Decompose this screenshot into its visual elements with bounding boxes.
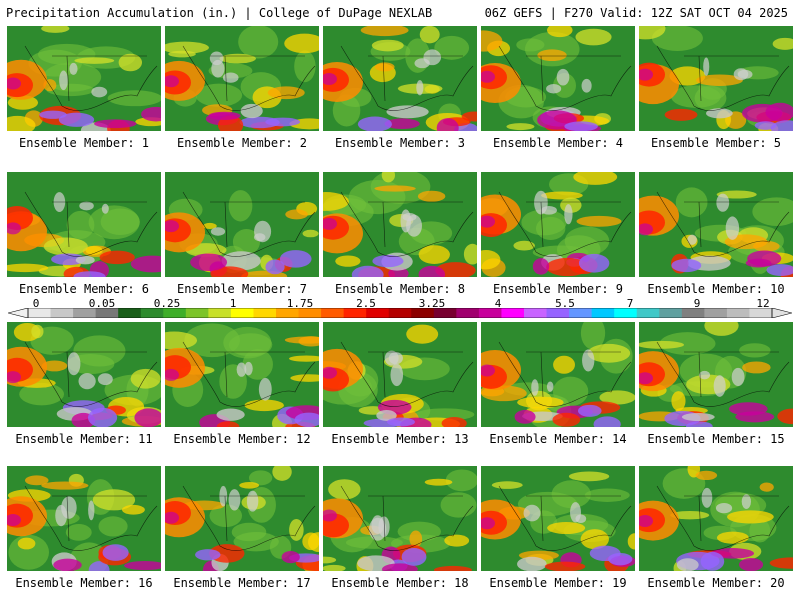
ensemble-member-map xyxy=(639,26,793,131)
model-run-info: 06Z GEFS | F270 Valid: 12Z SAT OCT 04 20… xyxy=(484,6,788,20)
colorbar-swatch xyxy=(298,308,322,318)
colorbar-swatch xyxy=(95,308,119,318)
colorbar-swatch xyxy=(388,308,412,318)
colorbar-left-arrow xyxy=(8,308,29,318)
colorbar-tick-label: 2.5 xyxy=(356,297,376,310)
colorbar-swatch xyxy=(140,308,164,318)
ensemble-member-map xyxy=(7,26,161,131)
ensemble-member-label: Ensemble Member: 11 xyxy=(15,432,153,446)
colorbar-swatch xyxy=(28,308,52,318)
colorbar-swatch xyxy=(524,308,548,318)
ensemble-member-map xyxy=(639,322,793,427)
colorbar-swatch xyxy=(230,308,254,318)
ensemble-member-label: Ensemble Member: 19 xyxy=(489,576,627,590)
ensemble-member-map xyxy=(323,322,477,427)
ensemble-member-map xyxy=(481,172,635,277)
ensemble-member-label: Ensemble Member: 1 xyxy=(18,136,150,150)
ensemble-member-map xyxy=(323,172,477,277)
ensemble-member-map xyxy=(7,322,161,427)
colorbar-tick-label: 9 xyxy=(693,297,701,310)
colorbar-tick-label: 5.5 xyxy=(555,297,575,310)
ensemble-member-label: Ensemble Member: 2 xyxy=(176,136,308,150)
ensemble-member-label: Ensemble Member: 16 xyxy=(15,576,153,590)
colorbar-swatch xyxy=(681,308,705,318)
ensemble-member-label: Ensemble Member: 12 xyxy=(173,432,311,446)
colorbar-swatch xyxy=(569,308,593,318)
ensemble-member-map xyxy=(481,466,635,571)
ensemble-member-label: Ensemble Member: 4 xyxy=(492,136,624,150)
colorbar-swatch xyxy=(321,308,345,318)
ensemble-member-map xyxy=(481,322,635,427)
colorbar-swatch xyxy=(501,308,525,318)
colorbar-tick-label: 0.05 xyxy=(88,297,116,310)
colorbar-tick-label: 0.25 xyxy=(153,297,181,310)
precipitation-colorbar xyxy=(8,308,792,318)
colorbar-swatch xyxy=(185,308,209,318)
ensemble-member-label: Ensemble Member: 15 xyxy=(647,432,785,446)
ensemble-member-label: Ensemble Member: 8 xyxy=(334,282,466,296)
ensemble-member-label: Ensemble Member: 20 xyxy=(647,576,785,590)
colorbar-swatch xyxy=(343,308,367,318)
colorbar-tick-label: 4 xyxy=(494,297,502,310)
ensemble-member-label: Ensemble Member: 9 xyxy=(492,282,624,296)
map-title: Precipitation Accumulation (in.) | Colle… xyxy=(6,6,433,20)
ensemble-member-label: Ensemble Member: 17 xyxy=(173,576,311,590)
ensemble-member-label: Ensemble Member: 10 xyxy=(647,282,785,296)
colorbar-tick-label: 12 xyxy=(756,297,770,310)
colorbar-swatch xyxy=(704,308,728,318)
ensemble-member-label: Ensemble Member: 6 xyxy=(18,282,150,296)
ensemble-member-map xyxy=(639,172,793,277)
colorbar-swatch xyxy=(433,308,457,318)
ensemble-member-label: Ensemble Member: 5 xyxy=(650,136,782,150)
ensemble-member-map xyxy=(639,466,793,571)
colorbar-tick-label: 1 xyxy=(229,297,237,310)
colorbar-swatch xyxy=(614,308,638,318)
ensemble-member-label: Ensemble Member: 13 xyxy=(331,432,469,446)
colorbar-swatch xyxy=(73,308,97,318)
ensemble-member-map xyxy=(165,172,319,277)
colorbar-swatch xyxy=(456,308,480,318)
ensemble-member-map xyxy=(7,172,161,277)
colorbar-swatch xyxy=(366,308,390,318)
colorbar-swatch xyxy=(253,308,277,318)
ensemble-member-label: Ensemble Member: 7 xyxy=(176,282,308,296)
ensemble-member-label: Ensemble Member: 3 xyxy=(334,136,466,150)
colorbar-tick-label: 0 xyxy=(32,297,40,310)
colorbar-tick-label: 3.25 xyxy=(418,297,446,310)
colorbar-swatch xyxy=(546,308,570,318)
ensemble-member-map xyxy=(165,322,319,427)
ensemble-member-label: Ensemble Member: 14 xyxy=(489,432,627,446)
ensemble-member-label: Ensemble Member: 18 xyxy=(331,576,469,590)
colorbar-swatch xyxy=(118,308,142,318)
ensemble-member-map xyxy=(165,26,319,131)
colorbar-swatch xyxy=(208,308,232,318)
colorbar-swatch xyxy=(276,308,300,318)
ensemble-member-map xyxy=(323,466,477,571)
colorbar-swatch xyxy=(411,308,435,318)
ensemble-member-map xyxy=(323,26,477,131)
colorbar-swatch xyxy=(749,308,773,318)
colorbar-tick-label: 1.75 xyxy=(286,297,314,310)
colorbar-right-arrow xyxy=(771,308,792,318)
colorbar-swatch xyxy=(50,308,74,318)
colorbar-swatch xyxy=(636,308,660,318)
colorbar-swatch xyxy=(591,308,615,318)
colorbar-swatch xyxy=(163,308,187,318)
ensemble-member-map xyxy=(481,26,635,131)
colorbar-tick-label: 7 xyxy=(626,297,634,310)
ensemble-member-map xyxy=(165,466,319,571)
colorbar-swatch xyxy=(726,308,750,318)
ensemble-member-map xyxy=(7,466,161,571)
colorbar-swatch xyxy=(659,308,683,318)
colorbar-swatch xyxy=(478,308,502,318)
